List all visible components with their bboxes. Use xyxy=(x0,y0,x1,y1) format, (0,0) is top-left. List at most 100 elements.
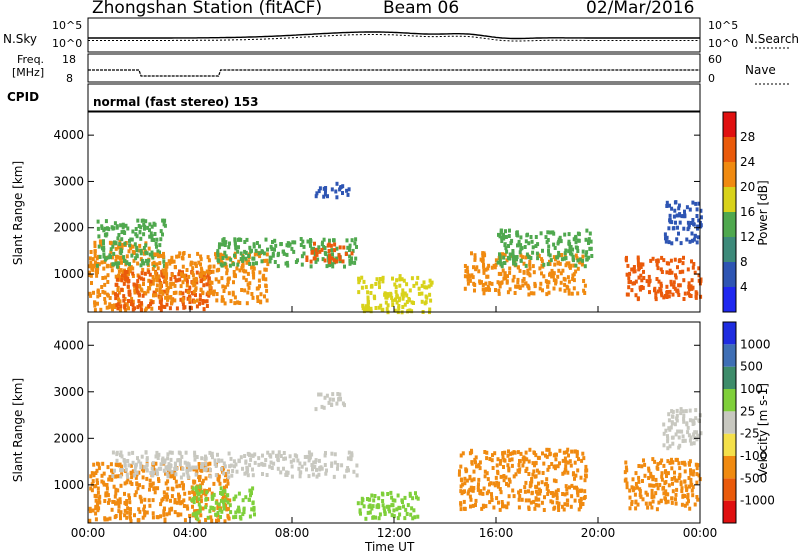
velocity-cell xyxy=(323,463,327,467)
velocity-cell xyxy=(249,493,252,498)
power-cell xyxy=(665,295,669,299)
power-cell xyxy=(277,251,280,256)
power-cell xyxy=(100,285,104,289)
velocity-cell xyxy=(143,513,147,518)
velocity-cell xyxy=(183,460,187,465)
power-cell xyxy=(500,239,504,243)
velocity-cell xyxy=(493,483,497,488)
velocity-cell xyxy=(508,458,512,463)
velocity-cell xyxy=(496,482,500,487)
velocity-cell xyxy=(188,496,192,501)
power-cell xyxy=(237,237,241,242)
power-cell xyxy=(322,245,326,249)
velocity-cell xyxy=(94,511,98,516)
power-cell xyxy=(682,255,685,260)
power-cell xyxy=(182,273,186,278)
velocity-cell xyxy=(147,498,151,503)
power-cell xyxy=(244,278,248,283)
power-cell xyxy=(573,235,577,240)
power-cell xyxy=(557,253,561,258)
velocity-cell xyxy=(114,474,117,479)
power-cell xyxy=(583,264,587,269)
velocity-cell xyxy=(505,482,508,486)
power-cell xyxy=(341,191,344,195)
velocity-cell xyxy=(198,465,202,470)
velocity-cell xyxy=(568,485,571,490)
velocity-cell xyxy=(545,486,549,491)
power-cell xyxy=(548,259,551,264)
power-cell xyxy=(322,237,326,242)
velocity-cell xyxy=(231,469,235,473)
power-cell xyxy=(417,286,421,291)
power-cell xyxy=(546,284,550,289)
power-cell xyxy=(266,262,270,267)
power-cell xyxy=(107,305,111,310)
velocity-cell xyxy=(115,501,119,506)
power-cell xyxy=(158,295,162,300)
velocity-cell xyxy=(378,512,382,517)
power-cell xyxy=(170,301,174,306)
velocity-cell xyxy=(251,453,255,458)
velocity-cell xyxy=(257,462,261,467)
velocity-cell xyxy=(691,418,695,423)
power-cell xyxy=(497,291,501,296)
power-cell xyxy=(640,278,644,283)
power-cell xyxy=(159,307,163,312)
velocity-cell xyxy=(310,452,314,457)
velocity-cell xyxy=(370,506,374,511)
velocity-cell xyxy=(393,498,397,503)
power-cell xyxy=(558,287,562,292)
cpid-text: normal (fast stereo) 153 xyxy=(93,95,259,109)
power-cell xyxy=(154,293,158,298)
velocity-cell xyxy=(397,505,401,510)
power-cell xyxy=(142,246,146,250)
velocity-cell xyxy=(336,392,340,396)
power-cell xyxy=(158,290,162,295)
power-cell xyxy=(88,291,92,296)
velocity-colorbar-tick: 25 xyxy=(740,404,755,418)
velocity-cell xyxy=(693,435,697,440)
velocity-cell xyxy=(93,493,97,498)
power-cell xyxy=(348,243,352,248)
velocity-cell xyxy=(525,466,529,471)
velocity-cell xyxy=(564,464,568,469)
power-cell xyxy=(354,237,358,242)
power-cell xyxy=(166,297,170,302)
power-cell xyxy=(542,262,546,267)
velocity-cell xyxy=(500,500,504,504)
power-cell xyxy=(423,285,427,290)
power-cell xyxy=(323,250,327,255)
power-cell xyxy=(676,288,680,293)
power-cell xyxy=(285,243,289,248)
power-cell xyxy=(503,273,507,278)
velocity-cell xyxy=(141,515,145,520)
power-cell xyxy=(151,275,155,279)
power-cell xyxy=(93,260,97,265)
power-cell xyxy=(123,271,127,276)
power-cell xyxy=(129,246,133,251)
velocity-cell xyxy=(676,429,680,434)
velocity-cell xyxy=(116,488,120,493)
power-cell xyxy=(674,275,678,280)
power-cell xyxy=(510,238,514,243)
power-cell xyxy=(391,298,395,303)
velocity-cell xyxy=(666,434,669,439)
power-cell xyxy=(326,194,329,199)
power-cell xyxy=(357,276,361,281)
velocity-cell xyxy=(96,508,100,513)
power-cell xyxy=(487,263,491,268)
power-cell xyxy=(478,279,482,284)
velocity-cell xyxy=(125,515,129,520)
power-cell xyxy=(194,288,198,293)
power-cell xyxy=(408,288,412,293)
velocity-cell xyxy=(211,455,214,460)
velocity-cell xyxy=(94,506,98,511)
velocity-cell xyxy=(166,456,170,461)
cpid-panel-frame xyxy=(87,83,701,112)
power-cell xyxy=(541,248,544,253)
power-cell xyxy=(149,282,152,287)
power-cell xyxy=(588,231,592,236)
power-cell xyxy=(237,259,241,264)
velocity-cell xyxy=(647,476,651,480)
power-cell xyxy=(120,249,124,253)
